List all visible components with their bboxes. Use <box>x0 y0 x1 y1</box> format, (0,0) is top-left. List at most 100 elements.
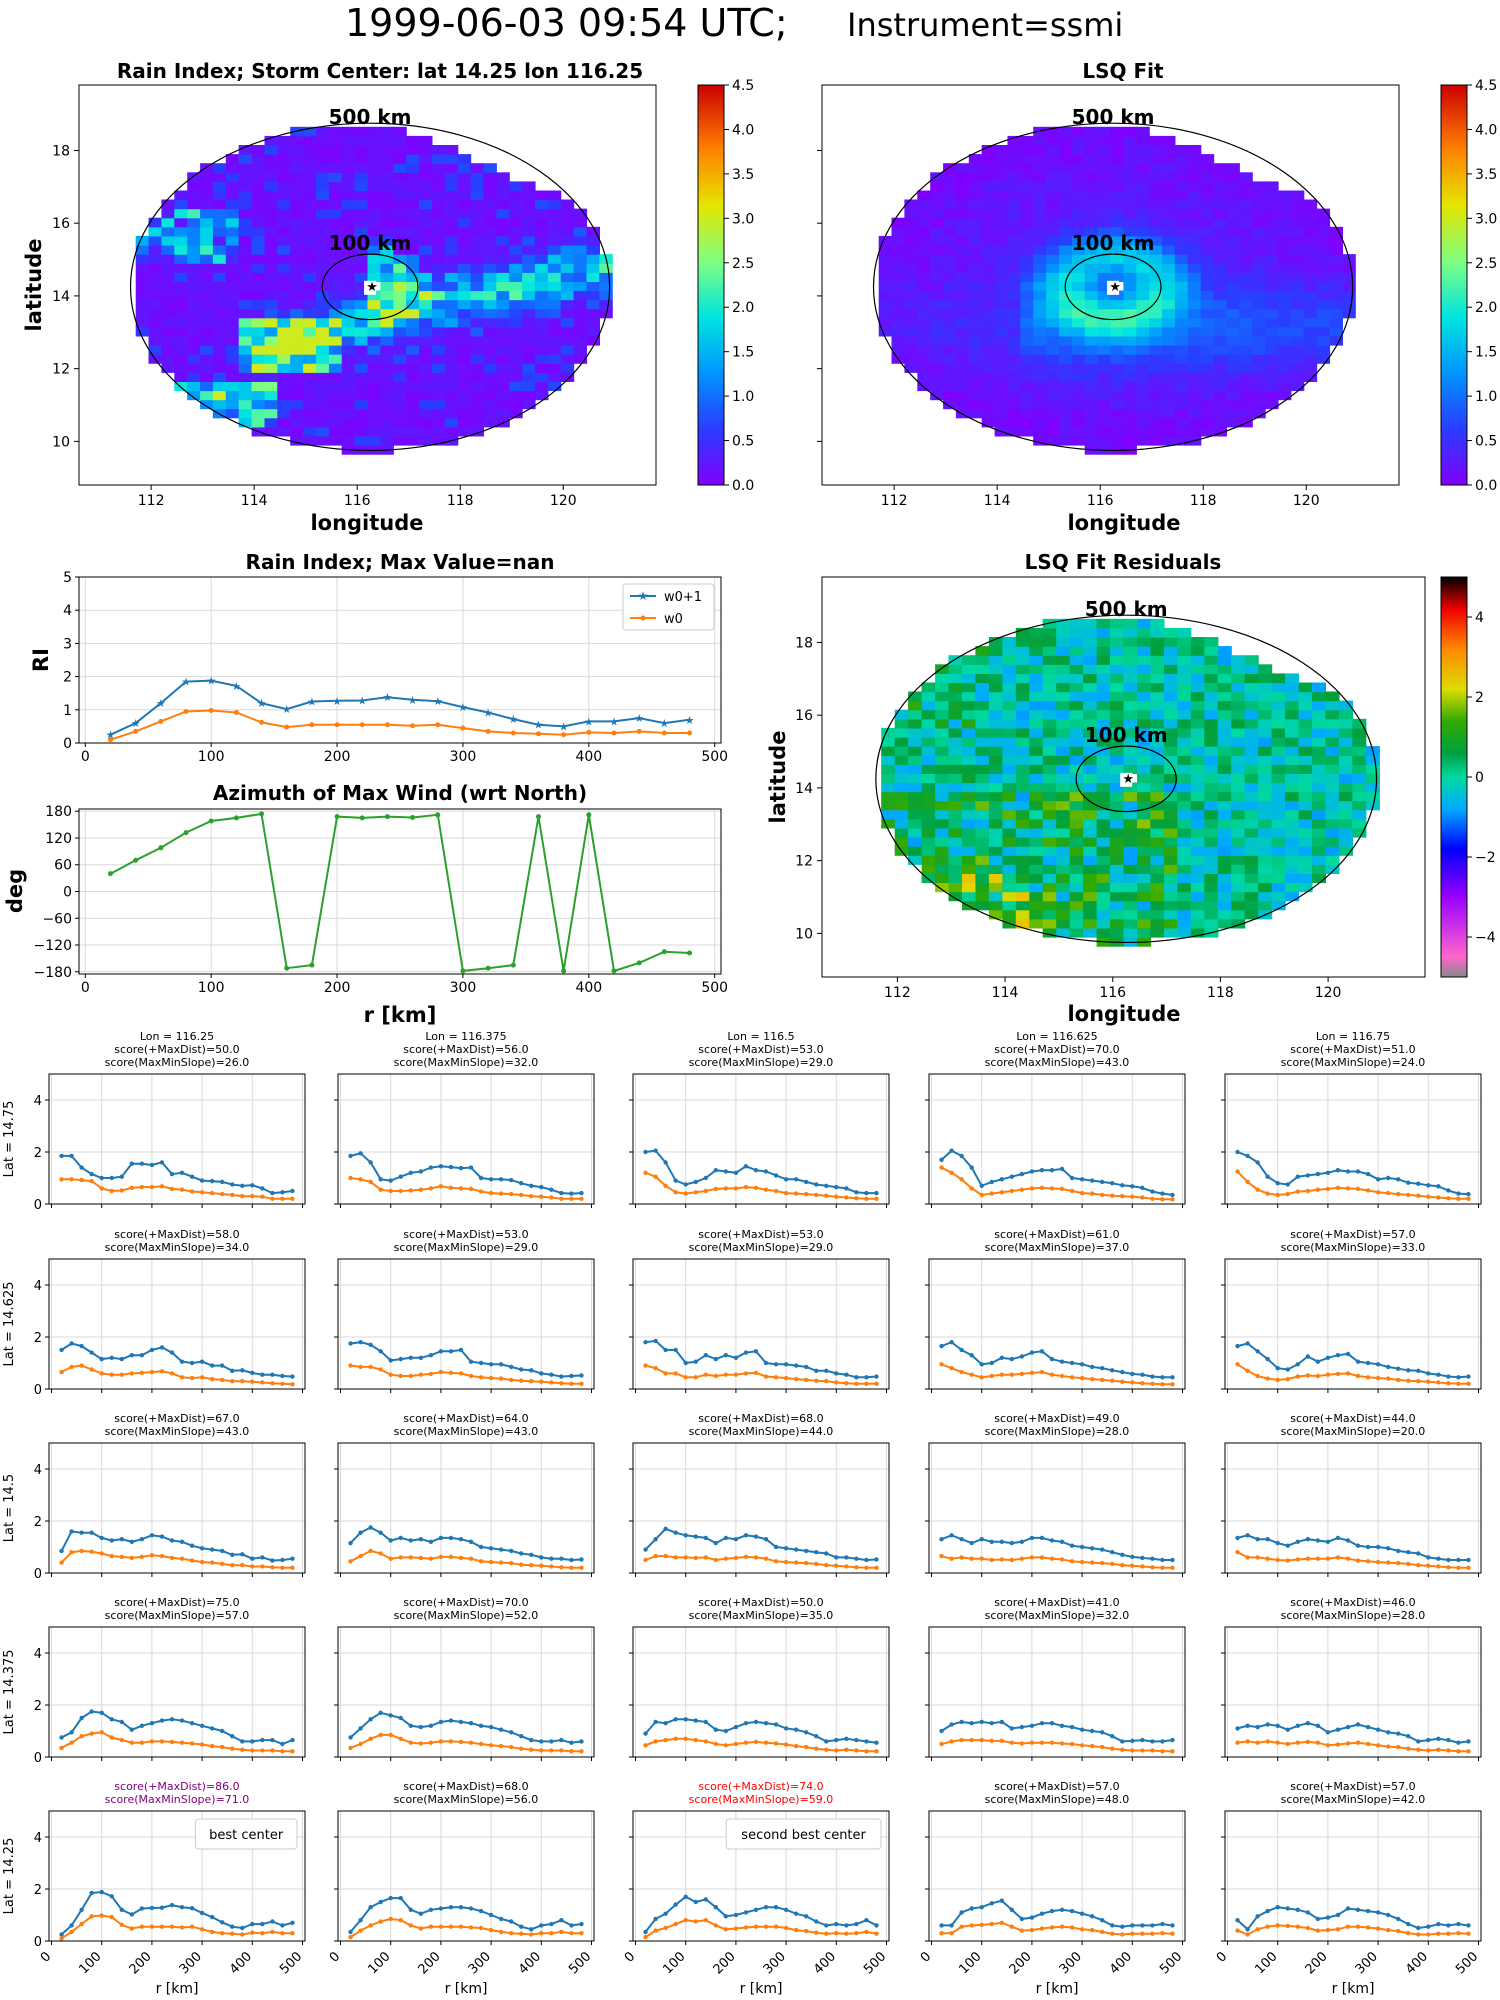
map-cell <box>981 163 996 173</box>
map-cell <box>1338 700 1353 711</box>
map-cell <box>1096 682 1111 693</box>
azimuth-point <box>687 950 693 956</box>
map-cell <box>1244 709 1259 720</box>
map-cell <box>1187 317 1202 328</box>
map-cell <box>470 245 484 255</box>
colorbar-tick-label: 2.5 <box>732 256 754 272</box>
map-cell <box>1252 381 1266 392</box>
map-cell <box>981 245 996 255</box>
map-cell <box>431 272 446 282</box>
map-cell <box>1020 363 1034 373</box>
circle-100km <box>1064 253 1162 321</box>
map-cell <box>962 818 977 829</box>
panel-blue-point <box>209 1178 215 1184</box>
map-cell <box>264 426 278 437</box>
map-cell <box>1110 199 1124 210</box>
map-cell <box>1020 235 1034 246</box>
map-cell <box>1200 290 1215 301</box>
map-cell <box>968 254 983 264</box>
panel-orange-point <box>959 1177 964 1182</box>
map-cell <box>303 426 317 437</box>
map-cell <box>1150 918 1165 929</box>
map-cell <box>1163 700 1178 711</box>
panel-blue-point <box>219 1728 225 1734</box>
map-cell <box>878 272 893 282</box>
map-cell <box>1110 664 1125 674</box>
map-cell <box>200 235 214 246</box>
map-cell <box>1177 682 1192 693</box>
map-cell <box>917 363 931 373</box>
map-cell <box>264 190 278 201</box>
map-cell <box>1290 326 1305 337</box>
panel-orange-point <box>1089 1376 1095 1382</box>
map-cell <box>994 254 1009 264</box>
panel-orange-point <box>378 1732 383 1738</box>
panel-blue-point <box>1265 1537 1270 1542</box>
map-cell <box>406 208 420 219</box>
series-w0p1-point: ★ <box>206 675 216 688</box>
map-cell <box>1174 435 1189 446</box>
map-cell <box>1137 764 1152 774</box>
map-cell <box>1071 408 1086 419</box>
panel-orange-point <box>844 1747 849 1752</box>
map-cell <box>1187 181 1202 192</box>
map-cell <box>921 691 936 702</box>
map-cell <box>1007 372 1021 382</box>
map-cell <box>1071 226 1086 237</box>
map-cell <box>1150 837 1165 847</box>
map-cell <box>174 335 188 346</box>
map-cell <box>1056 837 1071 847</box>
panel-orange-point <box>1265 1191 1270 1196</box>
series-w0p1-point: ★ <box>508 713 518 726</box>
map-cell <box>1046 245 1060 255</box>
map-cell <box>1042 764 1057 774</box>
map-cell <box>174 190 188 201</box>
map-cell <box>1174 335 1189 346</box>
panel-orange-point <box>1039 1555 1045 1560</box>
map-cell <box>904 299 918 310</box>
map-cell <box>1325 700 1340 711</box>
map-cell <box>1226 317 1240 328</box>
map-cell <box>1056 891 1071 902</box>
map-cell <box>981 145 996 155</box>
map-cell <box>1084 154 1099 164</box>
map-cell <box>948 891 963 902</box>
map-cell <box>1110 746 1125 756</box>
map-cell <box>303 154 317 164</box>
map-cell <box>1162 390 1176 401</box>
map-cell <box>264 163 278 173</box>
map-cell <box>935 691 950 702</box>
map-cell <box>1136 281 1150 292</box>
map-cell <box>1177 791 1192 802</box>
map-cell <box>367 190 381 201</box>
panel-orange-point <box>129 1555 135 1561</box>
map-cell <box>1252 308 1266 319</box>
panel-orange-point <box>1426 1563 1431 1568</box>
map-cell <box>1204 655 1219 665</box>
map-cell <box>1059 326 1073 337</box>
map-cell <box>290 426 304 437</box>
map-cell <box>1200 235 1215 246</box>
map-cell <box>380 290 394 301</box>
map-cell <box>1298 718 1313 729</box>
map-cell <box>1029 637 1044 647</box>
map-cell <box>1123 126 1137 137</box>
map-cell <box>1303 354 1318 364</box>
map-cell <box>943 390 957 401</box>
map-cell <box>1059 354 1073 364</box>
map-cell <box>981 363 996 373</box>
map-cell <box>1239 226 1253 237</box>
panel-orange-point <box>99 1186 104 1191</box>
map-cell <box>238 163 253 173</box>
map-cell <box>1096 664 1111 674</box>
x-tick-label: 200 <box>324 749 351 765</box>
map-cell <box>1163 927 1178 938</box>
map-cell <box>1285 837 1300 847</box>
map-cell <box>1200 181 1215 192</box>
map-cell <box>1226 190 1240 201</box>
panel-orange-point <box>468 1186 474 1192</box>
panel-orange-point <box>368 1548 373 1554</box>
map-cell <box>393 326 407 337</box>
map-cell <box>988 646 1003 656</box>
map-cell <box>921 873 936 884</box>
